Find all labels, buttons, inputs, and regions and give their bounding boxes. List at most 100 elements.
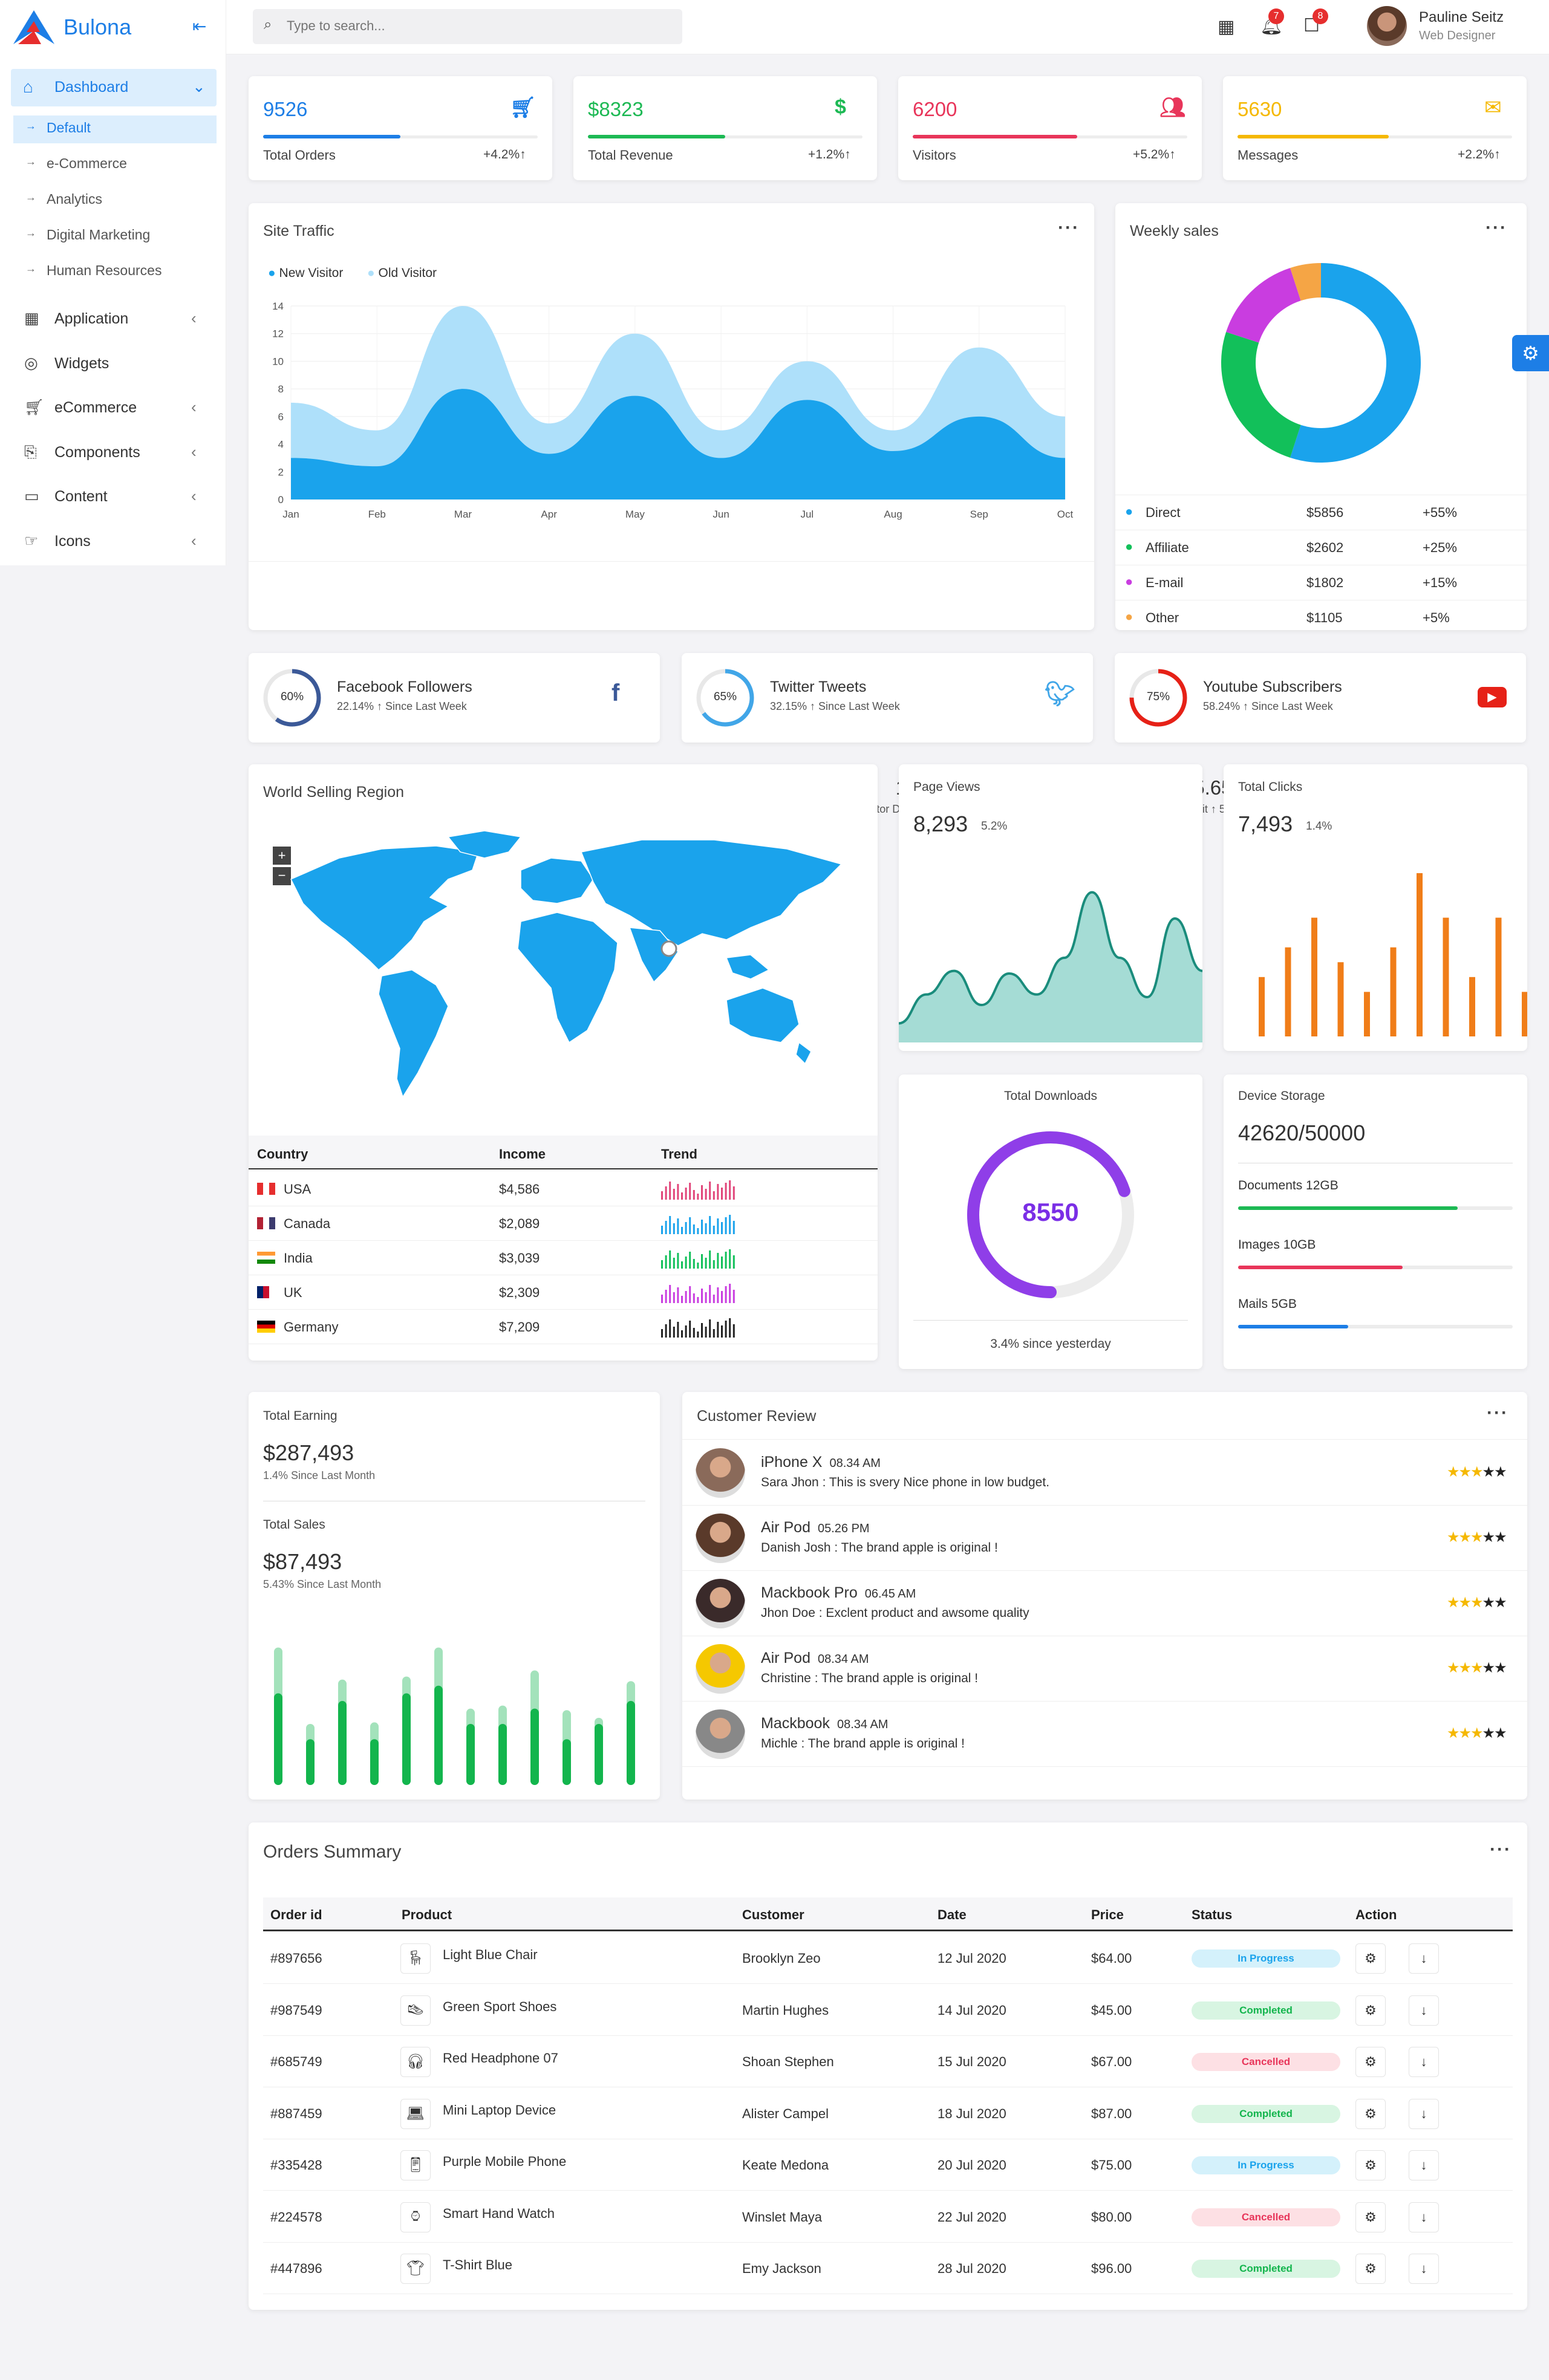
star-rating: ★★★★★ xyxy=(1447,1529,1507,1546)
trend-bar xyxy=(681,1227,683,1234)
sales-bar xyxy=(370,1739,379,1785)
download-button[interactable]: ↓ xyxy=(1409,2254,1439,2284)
download-button[interactable]: ↓ xyxy=(1409,2047,1439,2077)
more-options-icon[interactable]: ··· xyxy=(1058,218,1080,238)
search-input[interactable] xyxy=(287,15,662,37)
order-row[interactable]: #224578 ⌚︎ Smart Hand Watch Winslet Maya 22 … xyxy=(263,2191,1513,2243)
star-icon: ★ xyxy=(1470,1595,1483,1611)
order-row[interactable]: #685749 🎧︎ Red Headphone 07 Shoan Stephen 15… xyxy=(263,2036,1513,2087)
nav-item-components[interactable]: ⎘ Components ‹ xyxy=(11,438,217,468)
collapse-sidebar-icon[interactable]: ⇤ xyxy=(192,17,207,36)
region-row[interactable]: UK $2,309 xyxy=(249,1275,878,1310)
stat-label: Total Orders xyxy=(263,148,336,163)
search-box[interactable]: ⌕ xyxy=(253,9,682,44)
message-badge: 8 xyxy=(1313,8,1328,24)
donut-slice-direct xyxy=(1290,263,1421,463)
download-button[interactable]: ↓ xyxy=(1409,2150,1439,2180)
facebook-icon[interactable]: f xyxy=(611,680,620,706)
trend-bar xyxy=(689,1321,691,1338)
order-row[interactable]: #447896 👕︎ T-Shirt Blue Emy Jackson 28 Jul 2… xyxy=(263,2243,1513,2294)
total-earning-card: Total Earning $287,493 1.4% Since Last M… xyxy=(249,1392,660,1800)
review-row[interactable]: Air Pod 08.34 AM Christine : The brand app… xyxy=(682,1636,1527,1702)
region-row[interactable]: Germany $7,209 xyxy=(249,1310,878,1344)
nav-item-icons[interactable]: ☞ Icons ‹ xyxy=(11,527,217,557)
settings-button[interactable]: ⚙ xyxy=(1355,1995,1386,2026)
download-button[interactable]: ↓ xyxy=(1409,1943,1439,1974)
trend-sparkline xyxy=(661,1249,735,1269)
twitter-icon[interactable]: 🐦︎ xyxy=(1045,681,1075,707)
x-tick-label: Apr xyxy=(541,509,557,520)
download-button[interactable]: ↓ xyxy=(1409,2098,1439,2129)
zoom-out-button[interactable]: − xyxy=(273,867,291,885)
subnav-item[interactable]: → e-Commerce xyxy=(13,153,217,177)
social-pct: 60% xyxy=(280,691,304,703)
world-map[interactable] xyxy=(267,825,872,1127)
settings-button[interactable]: ⚙ xyxy=(1355,2047,1386,2077)
subnav-item[interactable]: → Digital Marketing xyxy=(13,224,217,249)
order-row[interactable]: #335428 📱︎ Purple Mobile Phone Keate Medona… xyxy=(263,2139,1513,2191)
trend-bar xyxy=(689,1286,691,1303)
region-row[interactable]: USA $4,586 xyxy=(249,1172,878,1206)
settings-button[interactable]: ⚙ xyxy=(1355,1943,1386,1974)
settings-gear-icon[interactable]: ⚙ xyxy=(1512,335,1549,371)
review-row[interactable]: iPhone X 08.34 AM Sara Jhon : This is sver… xyxy=(682,1440,1527,1506)
flag-icon xyxy=(257,1183,275,1195)
region-row[interactable]: Canada $2,089 xyxy=(249,1206,878,1241)
region-income: $3,039 xyxy=(499,1250,540,1266)
region-row[interactable]: India $3,039 xyxy=(249,1241,878,1275)
settings-button[interactable]: ⚙ xyxy=(1355,2254,1386,2284)
settings-button[interactable]: ⚙ xyxy=(1355,2202,1386,2232)
more-options-icon[interactable]: ··· xyxy=(1487,1403,1508,1423)
trend-bar xyxy=(701,1220,703,1234)
storage-value: 42620/50000 xyxy=(1238,1120,1366,1145)
click-bar xyxy=(1311,917,1317,1036)
x-tick-label: Mar xyxy=(454,509,472,520)
download-button[interactable]: ↓ xyxy=(1409,1995,1439,2026)
subnav-item[interactable]: → Default xyxy=(13,117,217,141)
download-button[interactable]: ↓ xyxy=(1409,2202,1439,2232)
trend-bar xyxy=(713,1226,715,1234)
more-options-icon[interactable]: ··· xyxy=(1490,1839,1511,1859)
trend-bar xyxy=(685,1291,687,1303)
sales-label: E-mail xyxy=(1146,575,1184,590)
x-tick-label: Jul xyxy=(800,509,814,520)
y-tick-label: 12 xyxy=(272,328,284,340)
sales-change: +55% xyxy=(1423,505,1457,520)
region-income: $7,209 xyxy=(499,1319,540,1335)
stat-change: +4.2%↑ xyxy=(483,148,526,161)
nav-item-ecommerce[interactable]: 🛒︎ eCommerce ‹ xyxy=(11,393,217,423)
trend-bar xyxy=(732,1324,735,1338)
nav-item-widgets[interactable]: ◎ Widgets xyxy=(11,349,217,379)
order-row[interactable]: #897656 🪑︎ Light Blue Chair Brooklyn Zeo 12 … xyxy=(263,1933,1513,1984)
review-row[interactable]: Air Pod 05.26 PM Danish Josh : The brand a… xyxy=(682,1506,1527,1571)
nav-dashboard[interactable]: ⌂ Dashboard ⌄ xyxy=(11,69,217,106)
review-row[interactable]: Mackbook 08.34 AM Michle : The brand apple… xyxy=(682,1702,1527,1767)
star-icon: ★ xyxy=(1494,1660,1507,1676)
star-icon: ★ xyxy=(1458,1595,1472,1611)
subnav-item[interactable]: → Analytics xyxy=(13,189,217,213)
bulona-logo[interactable] xyxy=(12,9,56,47)
settings-button[interactable]: ⚙ xyxy=(1355,2098,1386,2129)
stat-change: +5.2%↑ xyxy=(1133,148,1176,161)
zoom-in-button[interactable]: + xyxy=(273,847,291,865)
nav-item-application[interactable]: ▦ Application ‹ xyxy=(11,304,217,334)
more-options-icon[interactable]: ··· xyxy=(1485,218,1507,238)
trend-bar xyxy=(709,1182,711,1200)
status-badge: In Progress xyxy=(1192,2156,1340,2174)
youtube-icon[interactable]: ▶ xyxy=(1478,687,1507,707)
order-row[interactable]: #987549 👟︎ Green Sport Shoes Martin Hughes 1… xyxy=(263,1985,1513,2036)
subnav-item[interactable]: → Human Resources xyxy=(13,260,217,284)
social-progress-ring xyxy=(263,669,321,727)
trend-bar xyxy=(681,1192,683,1200)
apps-grid-icon[interactable]: ▦ xyxy=(1218,17,1235,37)
map-marker-icon[interactable] xyxy=(660,940,677,957)
trend-bar xyxy=(693,1293,695,1303)
trend-bar xyxy=(705,1223,707,1234)
trend-bar xyxy=(705,1258,707,1269)
star-rating: ★★★★★ xyxy=(1447,1463,1507,1481)
order-row[interactable]: #887459 💻︎ Mini Laptop Device Alister Campe… xyxy=(263,2088,1513,2139)
nav-item-content[interactable]: ▭ Content ‹ xyxy=(11,482,217,512)
user-avatar[interactable] xyxy=(1367,6,1407,46)
review-row[interactable]: Mackbook Pro 06.45 AM Jhon Doe : Exclent p… xyxy=(682,1571,1527,1636)
settings-button[interactable]: ⚙ xyxy=(1355,2150,1386,2180)
